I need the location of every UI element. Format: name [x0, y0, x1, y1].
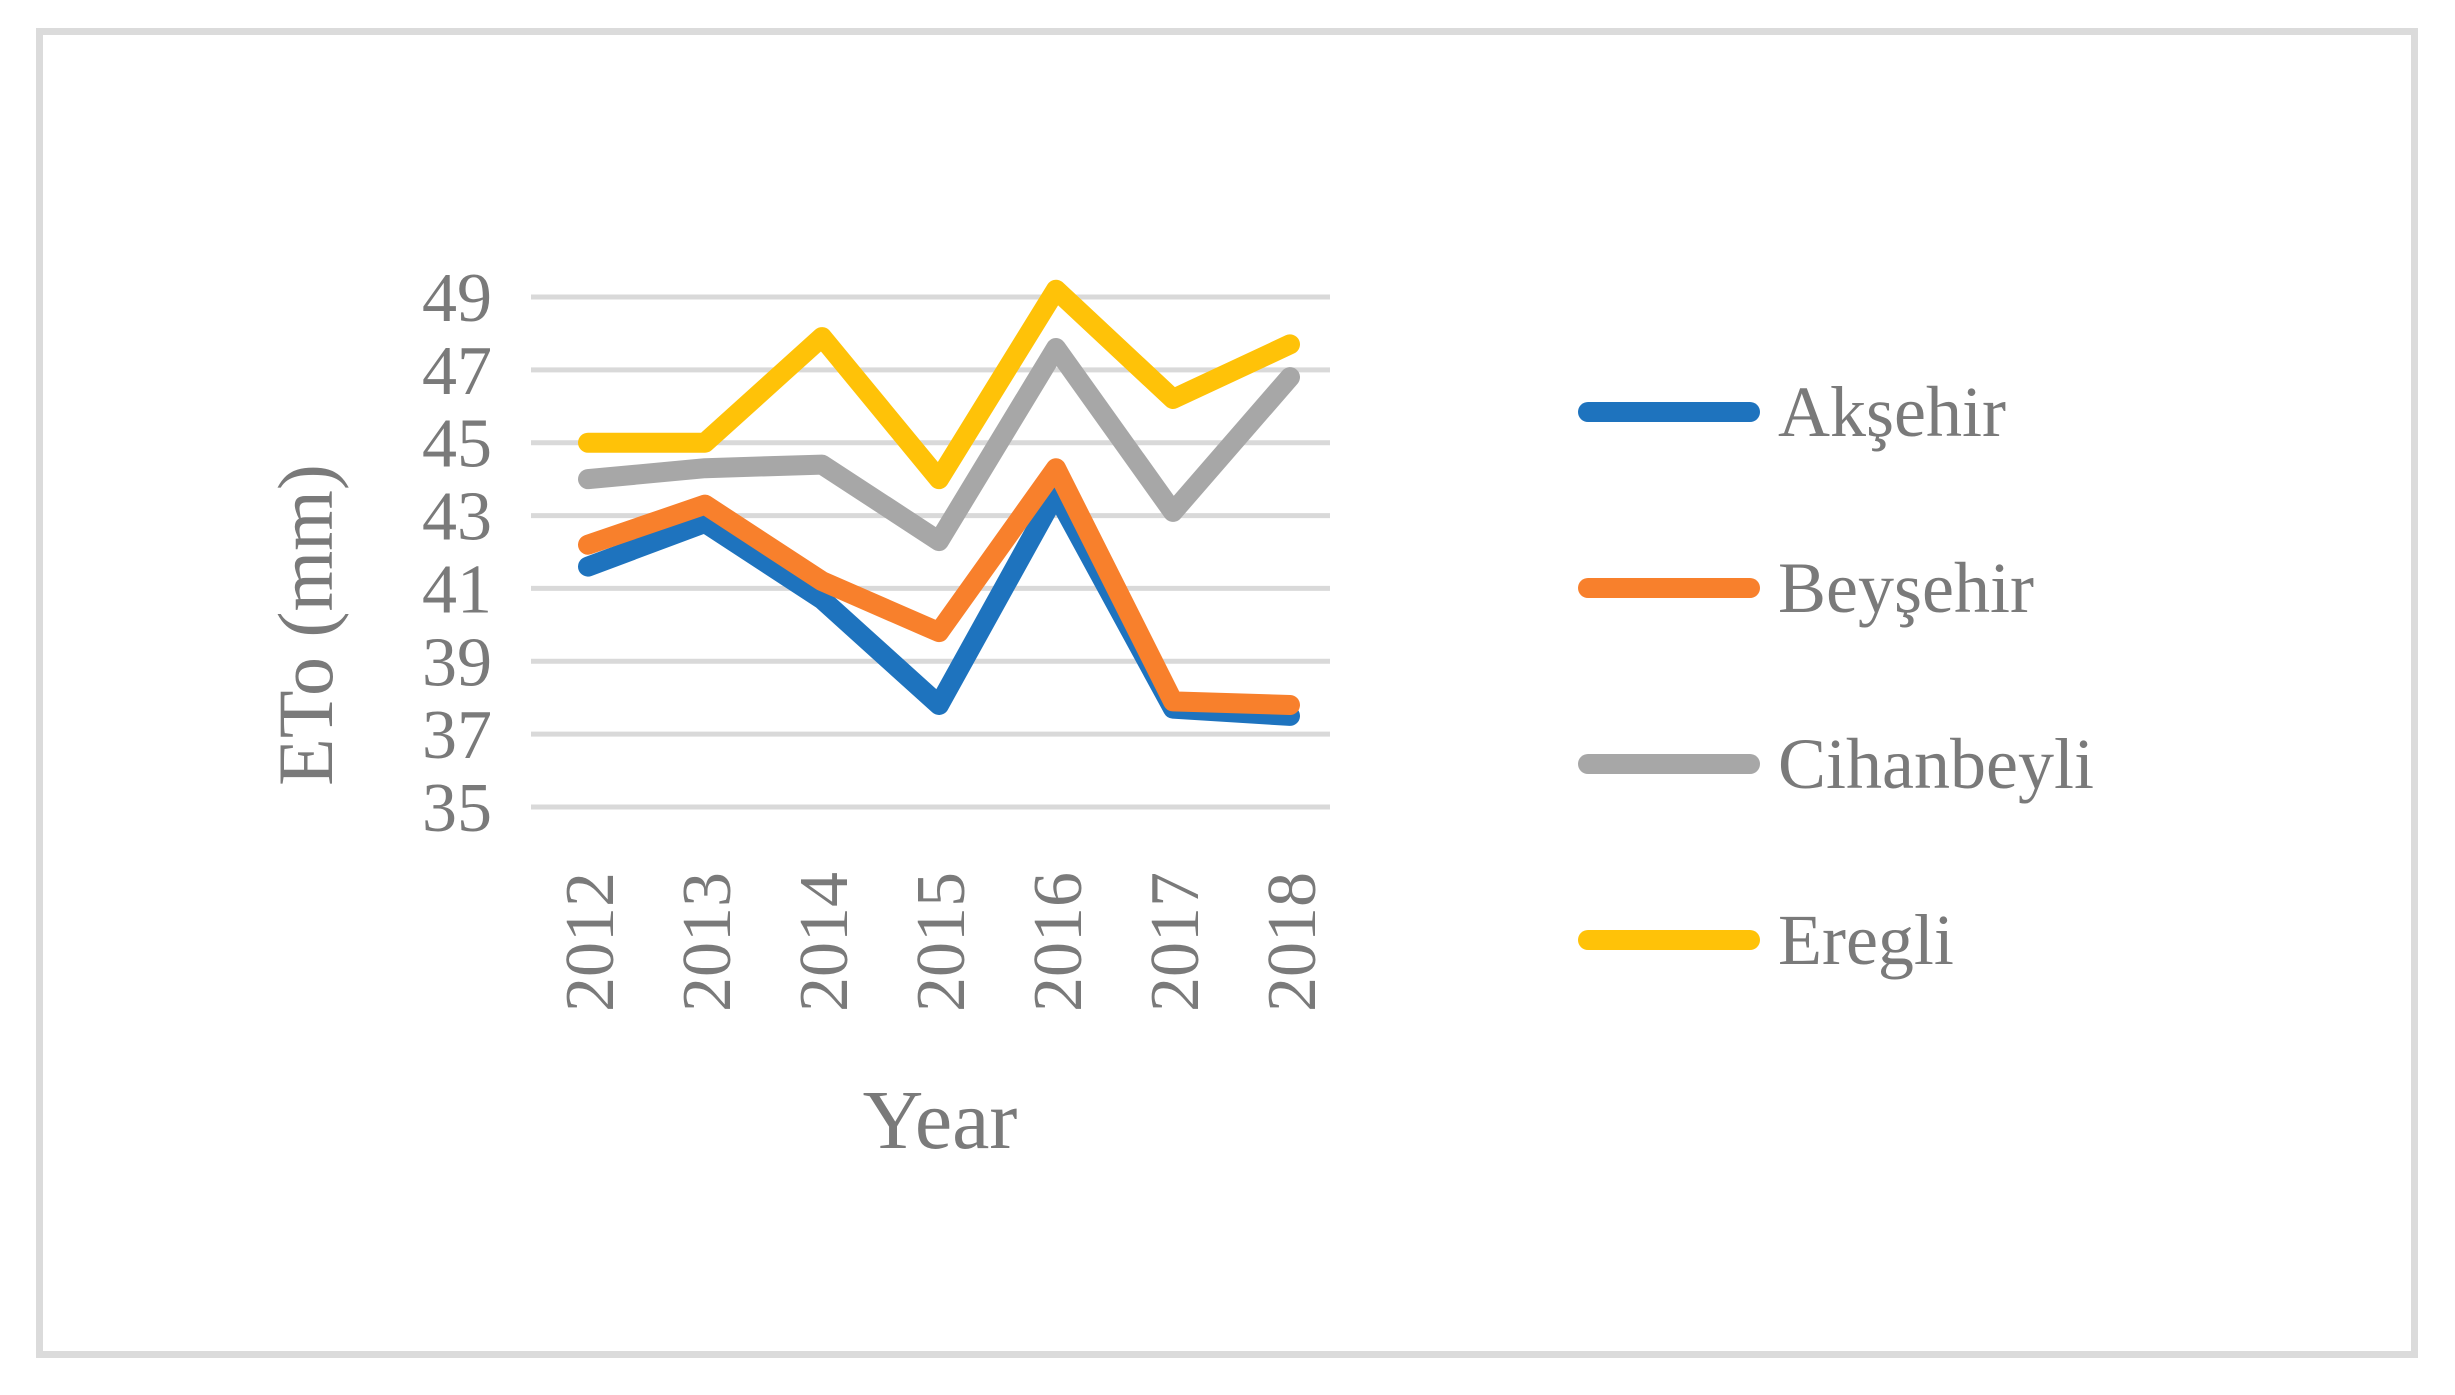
- legend-item: Akşehir: [1578, 376, 2006, 448]
- x-axis-title: Year: [862, 1074, 1018, 1167]
- y-tick-label: 43: [422, 479, 492, 556]
- x-tick-label: 2016: [1020, 872, 1097, 1012]
- x-tick-label: 2018: [1254, 872, 1331, 1012]
- legend-label: Beyşehir: [1778, 548, 2034, 628]
- y-tick-label: 45: [422, 406, 492, 483]
- legend-label: Eregli: [1778, 900, 1954, 980]
- x-tick-label: 2015: [903, 872, 980, 1012]
- x-tick-label: 2013: [669, 872, 746, 1012]
- legend-swatch: [1578, 578, 1760, 598]
- y-tick-label: 47: [422, 333, 492, 410]
- legend-label: Akşehir: [1778, 372, 2006, 452]
- x-tick-label: 2012: [552, 872, 629, 1012]
- legend-label: Cihanbeyli: [1778, 724, 2094, 804]
- x-tick-label: 2017: [1137, 872, 1214, 1012]
- legend-swatch: [1578, 930, 1760, 950]
- legend-swatch: [1578, 754, 1760, 774]
- y-tick-label: 39: [422, 624, 492, 701]
- chart-frame: [36, 28, 2418, 1358]
- legend: Akşehir Beyşehir Cihanbeyli Eregli: [1578, 0, 2378, 1395]
- legend-item: Eregli: [1578, 904, 1954, 976]
- y-tick-label: 49: [422, 260, 492, 337]
- legend-item: Cihanbeyli: [1578, 728, 2094, 800]
- series-line: [578, 458, 1300, 715]
- series-line: [578, 338, 1300, 552]
- y-tick-label: 35: [422, 770, 492, 847]
- y-tick-label: 41: [422, 551, 492, 628]
- y-tick-label: 37: [422, 697, 492, 774]
- y-axis-title: ETo (mm): [262, 464, 349, 786]
- legend-swatch: [1578, 402, 1760, 422]
- series-line: [578, 279, 1300, 490]
- legend-item: Beyşehir: [1578, 552, 2034, 624]
- x-tick-label: 2014: [786, 872, 863, 1012]
